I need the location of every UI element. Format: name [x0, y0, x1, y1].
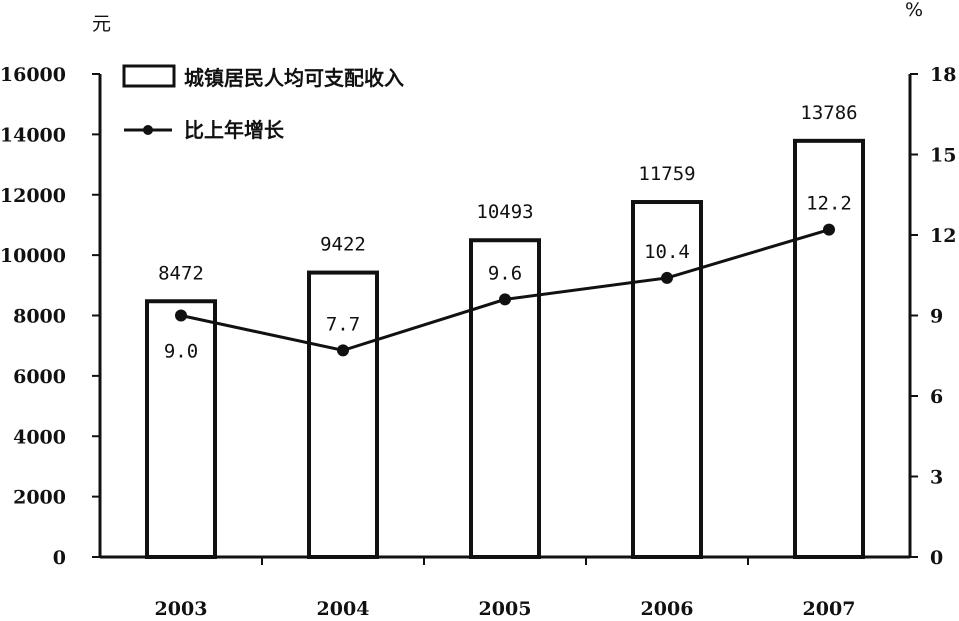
legend-bar-swatch: [122, 64, 176, 88]
left-tick-label: 4000: [13, 426, 66, 448]
data-labels: 8472 9422 10493 11759 13786 9.0 7.7 9.6 10.4 12.2: [158, 102, 857, 363]
x-tick-label: 2006: [641, 598, 694, 620]
left-tick-label: 2000: [13, 487, 66, 509]
bar-value-label: 10493: [476, 201, 533, 223]
legend-bar-label: 城镇居民人均可支配收入: [184, 66, 404, 90]
bar: [307, 270, 379, 559]
right-tick-label: 3: [930, 467, 943, 489]
growth-point: [661, 271, 673, 284]
growth-point: [823, 223, 835, 236]
growth-point: [175, 309, 187, 322]
left-unit-label: 元: [92, 13, 111, 35]
left-tick-label: 8000: [13, 306, 66, 328]
legend-line-label: 比上年增长: [184, 118, 285, 142]
growth-value-label: 9.6: [488, 262, 522, 284]
right-tick-label: 0: [930, 547, 943, 569]
bar: [145, 299, 217, 559]
growth-value-label: 9.0: [164, 341, 198, 363]
bar-value-label: 8472: [158, 262, 204, 284]
bar: [469, 238, 541, 560]
right-tick-label: 12: [930, 225, 956, 247]
bars: [145, 138, 865, 560]
growth-point: [337, 344, 349, 357]
right-tick-label: 15: [930, 145, 956, 167]
bar-value-label: 11759: [638, 163, 695, 185]
x-tick-label: 2005: [479, 598, 532, 620]
left-tick-label: 16000: [0, 64, 66, 86]
growth-line: [175, 223, 835, 357]
x-tick-label: 2004: [317, 598, 370, 620]
bar: [631, 200, 703, 560]
right-tick-label: 6: [930, 386, 943, 408]
x-tick-label: 2003: [155, 598, 208, 620]
right-tick-label: 9: [930, 306, 943, 328]
left-tick-label: 10000: [0, 245, 66, 267]
left-tick-label: 0: [53, 547, 66, 569]
bar-value-label: 13786: [800, 102, 857, 124]
legend-line-marker: [143, 125, 153, 135]
left-tick-label: 12000: [0, 185, 66, 207]
growth-value-label: 12.2: [806, 193, 852, 215]
bar-value-label: 9422: [320, 234, 366, 256]
x-tick-label: 2007: [803, 598, 856, 620]
right-tick-label: 18: [930, 64, 956, 86]
bar: [793, 138, 865, 560]
growth-point: [499, 293, 511, 306]
left-tick-label: 6000: [13, 366, 66, 388]
growth-value-label: 10.4: [644, 241, 690, 263]
left-tick-label: 14000: [0, 124, 66, 146]
right-unit-label: %: [905, 0, 923, 21]
growth-value-label: 7.7: [326, 313, 360, 335]
